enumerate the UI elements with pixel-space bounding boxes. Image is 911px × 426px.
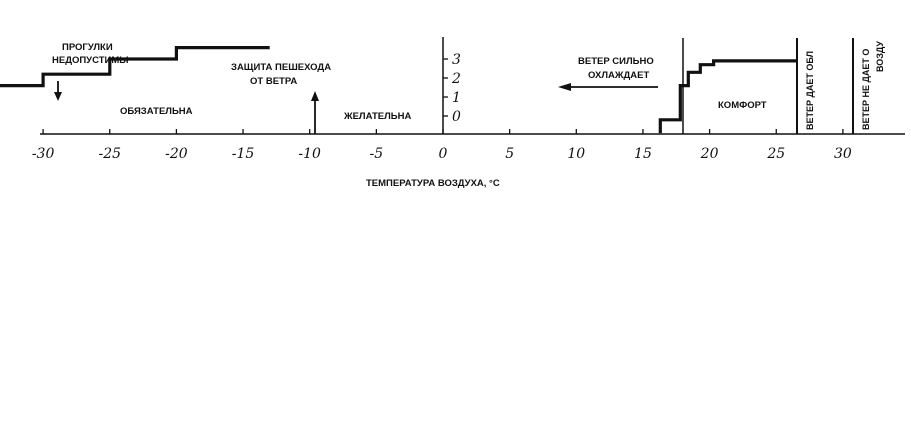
x-tick-label: -20 [165, 146, 188, 162]
wind-no-relief-label-1: ВЕТЕР НЕ ДАЕТ О [861, 49, 871, 130]
wind-relief-label: ВЕТЕР ДАЕТ ОБЛ [805, 51, 815, 130]
x-tick-label: -15 [232, 146, 255, 162]
steps-layer [0, 46, 797, 134]
up-arrow-icon [311, 91, 319, 134]
x-axis-title: ТЕМПЕРАТУРА ВОЗДУХА, °С [366, 178, 500, 189]
left-step-line [0, 46, 270, 88]
x-tick-label: -10 [298, 146, 321, 162]
y-tick-label: 2 [451, 71, 461, 87]
right-step-line [658, 59, 797, 134]
wind-no-relief-label-2: ВОЗДУ [875, 41, 885, 72]
x-tick-label: 25 [766, 146, 785, 162]
down-arrow-icon [54, 81, 62, 101]
x-tick-label: 20 [700, 146, 719, 162]
left-arrow-icon [558, 83, 658, 91]
x-tick-label: 30 [834, 146, 852, 162]
x-tick-label: 0 [439, 146, 448, 162]
x-tick-label: 10 [567, 146, 585, 162]
desirable-label: ЖЕЛАТЕЛЬНА [343, 111, 411, 122]
y-tick-label: 1 [452, 90, 461, 106]
x-tick-label: 15 [634, 146, 652, 162]
axes-layer [40, 37, 905, 135]
x-tick-label: 5 [505, 146, 514, 162]
x-tick-label: -25 [98, 146, 121, 162]
walks-prohibited-label-1: ПРОГУЛКИ [62, 42, 113, 53]
x-tick-label: -5 [370, 146, 384, 162]
walks-prohibited-label-2: НЕДОПУСТИМЫ [52, 55, 129, 66]
wind-cools-label-2: ОХЛАЖДАЕТ [588, 70, 649, 81]
x-tick-label: -30 [32, 146, 55, 162]
protection-label-2: ОТ ВЕТРА [250, 76, 297, 87]
protection-label-1: ЗАЩИТА ПЕШЕХОДА [231, 62, 331, 73]
y-tick-label: 0 [452, 109, 461, 125]
mandatory-label: ОБЯЗАТЕЛЬНА [120, 106, 193, 117]
y-tick-label: 3 [452, 52, 461, 68]
comfort-label: КОМФОРТ [718, 100, 767, 111]
wind-cools-label-1: ВЕТЕР СИЛЬНО [578, 56, 654, 67]
